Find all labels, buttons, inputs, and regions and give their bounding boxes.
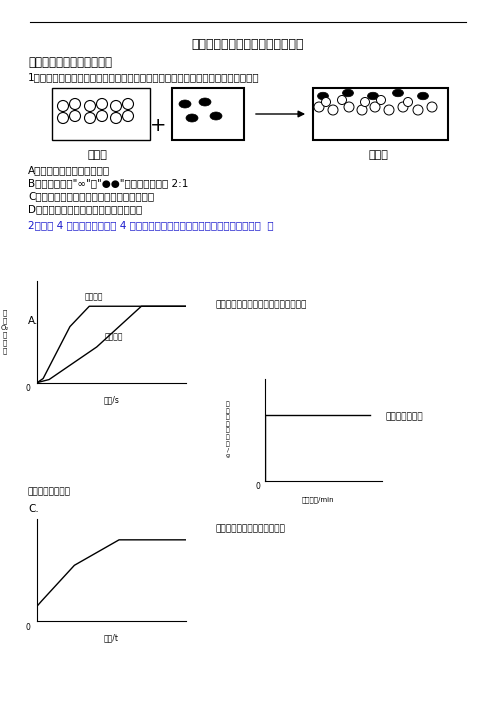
Text: 反应时间/min: 反应时间/min xyxy=(302,496,334,503)
Text: 等体积、等质量分数的双氧水溶液分解: 等体积、等质量分数的双氧水溶液分解 xyxy=(215,300,307,309)
Circle shape xyxy=(111,112,122,124)
Text: 生
成
O₂
的
体
积: 生 成 O₂ 的 体 积 xyxy=(0,310,8,354)
Text: 1．如图是某反应前后的微观示意图，关于该示意图表示的化学变化的说法正确的是: 1．如图是某反应前后的微观示意图，关于该示意图表示的化学变化的说法正确的是 xyxy=(28,72,259,82)
Text: 反应前: 反应前 xyxy=(87,150,107,160)
Text: 一、九年级化学上册选择题: 一、九年级化学上册选择题 xyxy=(28,56,112,69)
Text: C．反应前后原子的种类和数目没有发生改变: C．反应前后原子的种类和数目没有发生改变 xyxy=(28,191,154,201)
FancyBboxPatch shape xyxy=(172,88,244,140)
Text: A．该反应常温下一定能发生: A．该反应常温下一定能发生 xyxy=(28,165,110,175)
Circle shape xyxy=(69,98,80,110)
Circle shape xyxy=(344,102,354,112)
Text: 2．下列 4 个坐标图分别表示 4 个实验过程中某些质量的变化，其中正确的是（  ）: 2．下列 4 个坐标图分别表示 4 个实验过程中某些质量的变化，其中正确的是（ … xyxy=(28,220,274,230)
Circle shape xyxy=(376,95,385,105)
Circle shape xyxy=(123,98,133,110)
Circle shape xyxy=(321,98,330,107)
Circle shape xyxy=(427,102,437,112)
FancyBboxPatch shape xyxy=(52,88,150,140)
Text: 木炭在盛有氧气: 木炭在盛有氧气 xyxy=(385,412,423,421)
Circle shape xyxy=(314,102,324,112)
Ellipse shape xyxy=(368,92,378,100)
Circle shape xyxy=(404,98,413,107)
Circle shape xyxy=(111,100,122,112)
Text: 的密闭容器内燃烧: 的密闭容器内燃烧 xyxy=(28,487,71,496)
Text: 0: 0 xyxy=(256,482,261,491)
Ellipse shape xyxy=(343,89,354,97)
Text: C.: C. xyxy=(28,504,39,514)
Text: B．参加反应的"∞"和"●●"分子的个数比是 2:1: B．参加反应的"∞"和"●●"分子的个数比是 2:1 xyxy=(28,178,188,188)
Circle shape xyxy=(370,102,380,112)
Circle shape xyxy=(361,98,370,107)
Circle shape xyxy=(84,100,96,112)
Text: +: + xyxy=(150,116,166,135)
Circle shape xyxy=(357,105,367,115)
Circle shape xyxy=(97,110,108,121)
Ellipse shape xyxy=(392,89,404,97)
Circle shape xyxy=(123,110,133,121)
Text: 二
氧
化
碳
的
质
量
/
g: 二 氧 化 碳 的 质 量 / g xyxy=(226,402,230,458)
Ellipse shape xyxy=(418,92,429,100)
Text: 时间/s: 时间/s xyxy=(104,395,120,404)
Text: 无偐化剂: 无偐化剂 xyxy=(104,333,123,342)
Circle shape xyxy=(97,98,108,110)
Circle shape xyxy=(84,112,96,124)
Text: A.: A. xyxy=(28,316,38,326)
Circle shape xyxy=(337,95,347,105)
Circle shape xyxy=(69,110,80,121)
FancyBboxPatch shape xyxy=(313,88,448,140)
Circle shape xyxy=(58,112,68,124)
Ellipse shape xyxy=(179,100,191,108)
Circle shape xyxy=(413,105,423,115)
Circle shape xyxy=(384,105,394,115)
Ellipse shape xyxy=(199,98,211,106)
Text: 初三化学上册期末模拟试题及答案: 初三化学上册期末模拟试题及答案 xyxy=(192,38,304,51)
Circle shape xyxy=(58,100,68,112)
Ellipse shape xyxy=(186,114,198,122)
Circle shape xyxy=(328,105,338,115)
Text: 0: 0 xyxy=(26,623,31,632)
Text: D．反应前后元素的化合价没有发生改变: D．反应前后元素的化合价没有发生改变 xyxy=(28,204,142,214)
Text: 0: 0 xyxy=(26,384,31,393)
Text: B.: B. xyxy=(265,398,275,408)
Ellipse shape xyxy=(317,92,328,100)
Text: 有偐化剂: 有偐化剂 xyxy=(85,292,103,301)
Text: 反应后: 反应后 xyxy=(368,150,388,160)
Text: 时间/t: 时间/t xyxy=(104,634,119,642)
Text: 加热一定质量的高锰酸馈固体: 加热一定质量的高锰酸馈固体 xyxy=(215,524,285,533)
Circle shape xyxy=(398,102,408,112)
Ellipse shape xyxy=(210,112,222,120)
